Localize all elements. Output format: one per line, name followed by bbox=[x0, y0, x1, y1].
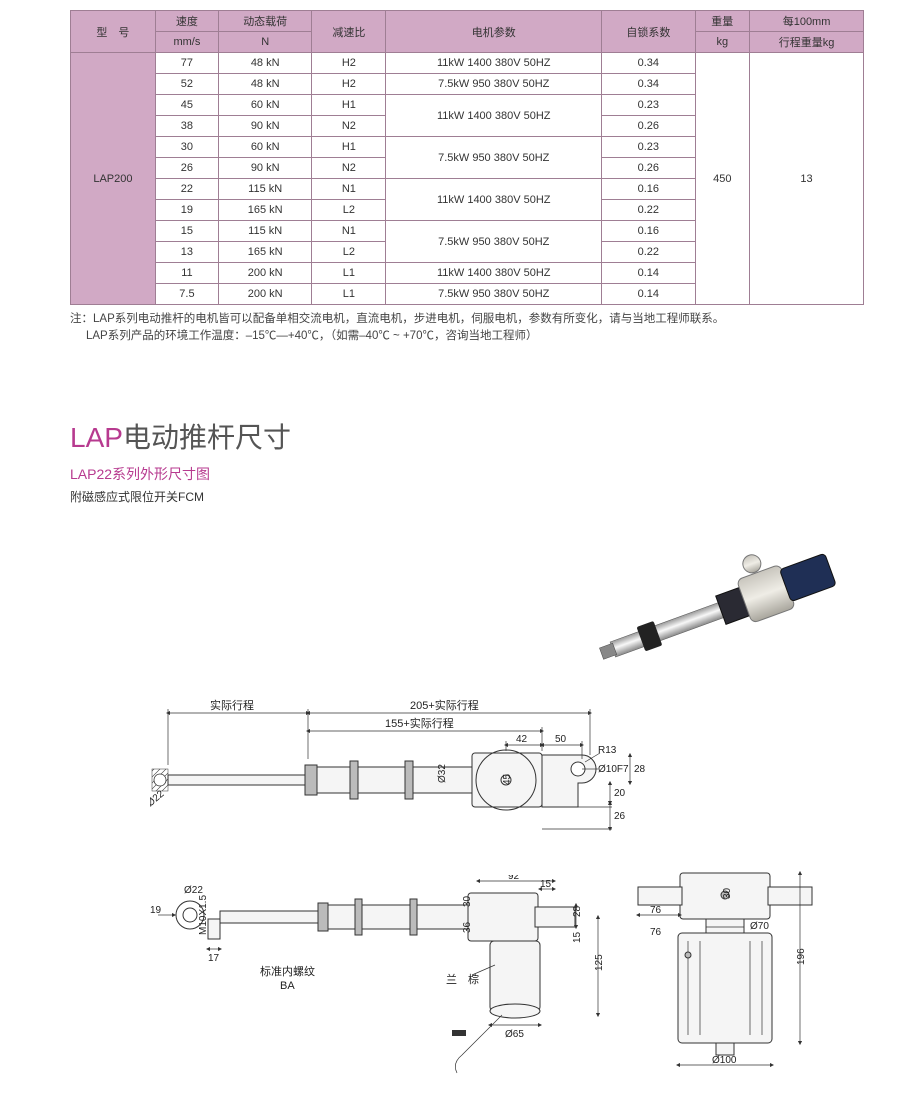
heading-gray: 电动推杆尺寸 bbox=[123, 422, 291, 453]
svg-text:30: 30 bbox=[462, 895, 473, 907]
th-weight: 重量 bbox=[695, 11, 750, 32]
svg-text:196: 196 bbox=[796, 947, 807, 964]
svg-text:M10X1.5: M10X1.5 bbox=[198, 894, 209, 934]
svg-text:Ø32: Ø32 bbox=[437, 763, 448, 782]
svg-text:125: 125 bbox=[594, 953, 605, 970]
th-per100: 每100mm bbox=[750, 11, 864, 32]
svg-text:15: 15 bbox=[540, 879, 552, 890]
sub-heading: LAP22系列外形尺寸图 bbox=[70, 464, 864, 484]
svg-text:20: 20 bbox=[614, 788, 626, 799]
svg-text:Ø22: Ø22 bbox=[150, 788, 167, 809]
svg-text:45: 45 bbox=[502, 773, 513, 785]
note-line2: LAP系列产品的环境工作温度：–15℃—+40℃，（如需–40℃ ~ +70℃，… bbox=[86, 330, 537, 342]
svg-text:28: 28 bbox=[572, 905, 583, 917]
heading-pink: LAP bbox=[70, 422, 123, 453]
main-heading: LAP电动推杆尺寸 bbox=[70, 416, 864, 456]
th-speed: 速度 bbox=[155, 11, 218, 32]
svg-text:28: 28 bbox=[634, 764, 646, 775]
th-selflock: 自锁系数 bbox=[602, 11, 695, 53]
th-speed-u: mm/s bbox=[155, 32, 218, 53]
spec-tbody: LAP200 77 48 kN H2 11kW 1400 380V 50HZ 0… bbox=[71, 53, 864, 305]
diagram-area: Ø22 Ø32 45 实际行程 2 bbox=[70, 515, 850, 1085]
spec-table: 型 号 速度 动态载荷 减速比 电机参数 自锁系数 重量 每100mm mm/s… bbox=[70, 10, 864, 305]
notes: 注：LAP系列电动推杆的电机皆可以配备单相交流电机，直流电机，步进电机，伺服电机… bbox=[70, 311, 864, 346]
svg-text:BA: BA bbox=[280, 980, 295, 992]
th-load: 动态载荷 bbox=[219, 11, 312, 32]
svg-text:36: 36 bbox=[462, 921, 473, 933]
cell-model: LAP200 bbox=[71, 53, 156, 305]
note-line1: LAP系列电动推杆的电机皆可以配备单相交流电机，直流电机，步进电机，伺服电机，参… bbox=[93, 313, 724, 325]
svg-text:76: 76 bbox=[650, 905, 662, 916]
drawing-top: Ø22 Ø32 45 实际行程 2 bbox=[150, 695, 660, 855]
cell-weight: 450 bbox=[695, 53, 750, 305]
th-load-u: N bbox=[219, 32, 312, 53]
svg-text:92: 92 bbox=[508, 875, 520, 882]
svg-text:Ø22: Ø22 bbox=[184, 885, 203, 896]
svg-text:Ø65: Ø65 bbox=[505, 1029, 524, 1040]
cell-per100: 13 bbox=[750, 53, 864, 305]
svg-text:19: 19 bbox=[150, 905, 162, 916]
th-per100-u: 行程重量kg bbox=[750, 32, 864, 53]
th-ratio: 减速比 bbox=[312, 11, 386, 53]
svg-text:50: 50 bbox=[555, 734, 567, 745]
svg-text:155+实际行程: 155+实际行程 bbox=[385, 716, 454, 730]
th-motor: 电机参数 bbox=[386, 11, 602, 53]
th-model: 型 号 bbox=[71, 11, 156, 53]
svg-text:26: 26 bbox=[614, 811, 626, 822]
svg-text:标准内螺纹: 标准内螺纹 bbox=[260, 964, 315, 978]
th-weight-u: kg bbox=[695, 32, 750, 53]
svg-text:17: 17 bbox=[208, 953, 220, 964]
svg-text:Ø10F7: Ø10F7 bbox=[598, 764, 629, 775]
drawing-bottom-right: 76 76 30 Ø70 196 Ø100 bbox=[630, 865, 840, 1075]
svg-text:42: 42 bbox=[516, 734, 528, 745]
svg-text:15: 15 bbox=[572, 931, 583, 943]
drawing-bottom-left: 19 Ø22 M10X1.5 17 标准内螺纹 BA 兰 棕 bbox=[150, 875, 630, 1075]
svg-text:76: 76 bbox=[650, 927, 662, 938]
svg-text:Ø70: Ø70 bbox=[750, 921, 769, 932]
svg-text:实际行程: 实际行程 bbox=[210, 698, 254, 712]
svg-text:Ø100: Ø100 bbox=[712, 1055, 737, 1066]
product-photo bbox=[570, 505, 850, 685]
svg-text:R13: R13 bbox=[598, 745, 617, 756]
heading-note: 附磁感应式限位开关FCM bbox=[70, 488, 864, 505]
svg-text:205+实际行程: 205+实际行程 bbox=[410, 698, 479, 712]
svg-text:30: 30 bbox=[722, 887, 733, 899]
note-prefix: 注： bbox=[70, 313, 93, 325]
